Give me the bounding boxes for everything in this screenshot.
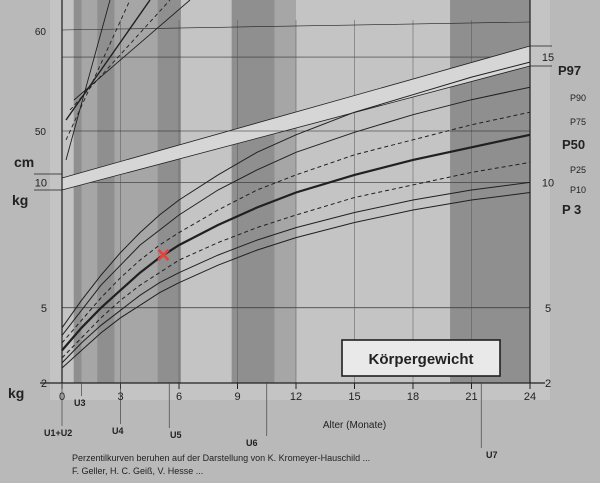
checkup-label-u4: U4: [112, 426, 124, 436]
height-curve-4: [73, 0, 191, 101]
y-tick-right-10: 10: [542, 177, 554, 189]
x-tick-label-15: 15: [348, 391, 360, 403]
x-tick-label-24: 24: [524, 391, 536, 403]
height-curve-1: [65, 0, 131, 141]
checkup-band-0: [73, 0, 82, 383]
legend-label-p25: P25: [570, 165, 586, 175]
y-tick-right-5: 5: [545, 303, 551, 315]
y-tick-left-2: 2: [41, 378, 47, 390]
height-tick-60: 60: [35, 27, 47, 38]
series-line-p97: [61, 61, 531, 329]
unit-label-cm: cm: [14, 154, 34, 170]
percentile-curves: [61, 61, 531, 369]
y-tick-left-10: 10: [35, 177, 47, 189]
footer-line-2: F. Geller, H. C. Geiß, V. Hesse ...: [72, 466, 203, 476]
series-line-p90: [61, 86, 531, 336]
legend-label-p50: P50: [562, 137, 585, 152]
series-line-p10: [61, 181, 531, 364]
series-line-p75: [61, 111, 531, 344]
x-axis-label: Alter (Monate): [323, 420, 386, 431]
x-tick-label-12: 12: [290, 391, 302, 403]
legend-label-p97: P97: [558, 63, 581, 78]
y-tick-left-5: 5: [41, 303, 47, 315]
x-tick-label-18: 18: [407, 391, 419, 403]
legend-label-p75: P75: [570, 117, 586, 127]
x-tick-label-0: 0: [59, 391, 65, 403]
axes: [40, 0, 545, 448]
measurement-point: ×: [156, 242, 170, 269]
legend-label-p10: P10: [570, 185, 586, 195]
checkup-band-2: [157, 0, 181, 383]
legend-label-p90: P90: [570, 93, 586, 103]
chart-title: Körpergewicht: [368, 351, 473, 368]
height-gridline-60: [61, 21, 531, 31]
height-tick-50: 50: [35, 127, 47, 138]
checkup-label-u3: U3: [74, 398, 86, 408]
height-curve-0: [65, 0, 111, 161]
height-curve-2: [65, 0, 151, 121]
x-tick-label-21: 21: [465, 391, 477, 403]
series-line-p50: [61, 133, 531, 352]
checkup-label-u5: U5: [170, 430, 182, 440]
y-tick-right-15: 15: [542, 52, 554, 64]
checkup-band-1: [97, 0, 115, 383]
y-axis-label: kg: [8, 385, 24, 401]
title-box: [341, 339, 501, 377]
legend-label-p3: P 3: [562, 202, 581, 217]
checkup-label-u7: U7: [486, 450, 498, 460]
x-tick-label-9: 9: [234, 391, 240, 403]
series-line-p3: [61, 192, 531, 369]
checkup-label-u1-u2: U1+U2: [44, 428, 72, 438]
labels: 0 3 6 9 12 15 18 21 24 Alter (Monate) 2 5 10 2 5 10 15 60…: [8, 27, 586, 476]
unit-label-kg-upper: kg: [12, 192, 28, 208]
y-tick-right-2: 2: [545, 378, 551, 390]
light-band-1: [114, 0, 158, 383]
measurement-marker: ×: [156, 242, 170, 269]
light-band-2: [274, 0, 296, 383]
x-tick-label-3: 3: [117, 391, 123, 403]
checkup-label-u6: U6: [246, 438, 258, 448]
light-band-0: [81, 0, 98, 383]
x-tick-label-6: 6: [176, 391, 182, 403]
footer-line-1: Perzentilkurven beruhen auf der Darstell…: [72, 453, 370, 463]
height-curve-3: [69, 0, 171, 111]
